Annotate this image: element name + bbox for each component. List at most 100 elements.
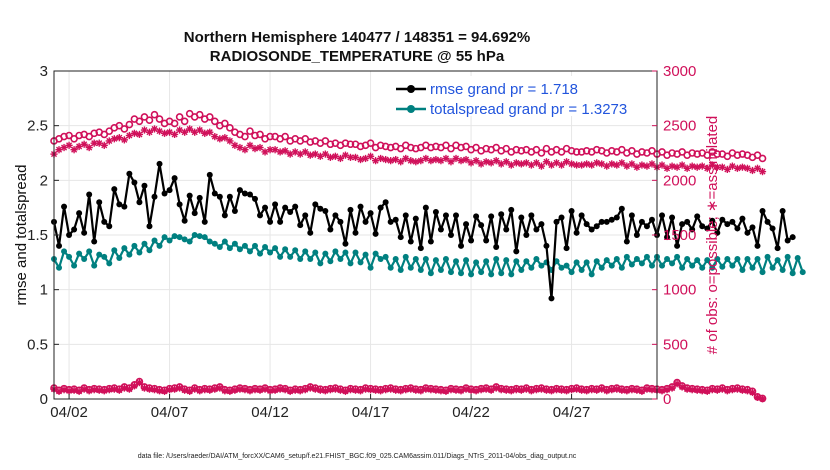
obs-assimilated-point — [186, 125, 194, 133]
totalspread-point — [397, 266, 404, 273]
totalspread-point — [744, 256, 751, 263]
obs-assimilated-point — [583, 387, 591, 395]
rmse-point — [111, 186, 118, 193]
obs-possible-point — [321, 137, 330, 145]
totalspread-point — [272, 245, 279, 252]
rmse-point — [236, 187, 243, 194]
totalspread-point — [779, 266, 786, 273]
rmse-point — [226, 193, 233, 200]
totalspread-point — [608, 262, 615, 269]
obs-possible-point — [120, 125, 129, 133]
obs-assimilated-point — [472, 157, 480, 165]
totalspread-point — [754, 256, 761, 263]
obs-assimilated-point — [110, 135, 118, 143]
obs-assimilated-point — [236, 385, 244, 393]
obs-assimilated-point — [181, 386, 189, 394]
rmse-point — [91, 238, 98, 245]
rmse-point — [307, 229, 314, 236]
obs-assimilated-point — [145, 385, 154, 393]
obs-assimilated-point — [733, 385, 741, 393]
totalspread-point — [206, 238, 213, 245]
totalspread-point — [453, 258, 459, 265]
rmse-point — [267, 218, 274, 225]
rmse-point — [382, 199, 389, 206]
totalspread-point — [789, 270, 796, 277]
totalspread-point — [724, 256, 731, 263]
obs-assimilated-point — [643, 385, 651, 393]
totalspread-point — [402, 253, 409, 260]
totalspread-point — [719, 263, 726, 270]
obs-assimilated-point — [387, 157, 395, 165]
totalspread-point — [382, 253, 389, 260]
rmse-point — [357, 203, 364, 210]
obs-possible-point — [180, 117, 189, 126]
rmse-point — [151, 193, 158, 200]
y-left-tick-label: 1 — [40, 282, 48, 299]
obs-assimilated-point — [70, 146, 78, 154]
rmse-point — [392, 216, 399, 223]
totalspread-point — [236, 246, 243, 253]
obs-assimilated-point — [432, 155, 440, 164]
obs-assimilated-point — [331, 385, 339, 393]
obs-assimilated-point — [537, 385, 546, 393]
rmse-point — [603, 218, 610, 225]
obs-assimilated-point — [321, 387, 329, 395]
obs-assimilated-point — [160, 129, 169, 137]
obs-assimilated-point — [372, 386, 380, 394]
rmse-point — [498, 211, 505, 218]
obs-assimilated-point — [201, 386, 209, 394]
obs-assimilated-point — [286, 387, 294, 395]
totalspread-point — [749, 264, 756, 271]
obs-possible-point — [125, 120, 134, 129]
y-right-tick-label: 2500 — [663, 118, 696, 135]
obs-assimilated-point — [668, 384, 676, 392]
totalspread-point — [628, 261, 635, 268]
rmse-point — [784, 237, 791, 244]
obs-assimilated-point — [110, 385, 118, 393]
obs-assimilated-point — [306, 384, 314, 392]
totalspread-point — [116, 254, 123, 261]
obs-assimilated-point — [688, 162, 696, 170]
obs-assimilated-point — [462, 155, 470, 164]
obs-possible-point — [542, 144, 551, 153]
obs-assimilated-point — [306, 151, 314, 159]
totalspread-point — [136, 249, 143, 256]
totalspread-point — [146, 247, 153, 254]
obs-possible-point — [145, 116, 154, 124]
y-left-tick-label: 2.5 — [27, 118, 48, 135]
y-left-tick-label: 0 — [40, 391, 48, 408]
totalspread-point — [533, 256, 540, 263]
totalspread-point — [432, 257, 439, 264]
obs-assimilated-point — [517, 386, 525, 394]
totalspread-point — [473, 259, 480, 266]
rmse-point — [628, 212, 635, 219]
rmse-point — [553, 218, 560, 225]
obs-assimilated-point — [427, 157, 435, 165]
rmse-point — [201, 218, 208, 225]
rmse-line — [52, 162, 794, 300]
legend-rmse-marker — [407, 85, 415, 93]
rmse-point — [558, 214, 565, 221]
chart-title: Northern Hemisphere 140477 / 148351 = 94… — [184, 29, 530, 46]
obs-possible-point — [185, 109, 194, 118]
obs-assimilated-point — [512, 386, 520, 394]
obs-possible-point — [648, 147, 656, 155]
rmse-point — [613, 214, 620, 221]
y-right-tick-label: 1500 — [663, 227, 696, 244]
rmse-point — [241, 190, 248, 197]
obs-possible-point — [170, 119, 179, 128]
totalspread-point — [86, 248, 93, 255]
rmse-point — [488, 213, 495, 220]
obs-assimilated-point — [196, 126, 204, 134]
totalspread-point — [528, 264, 535, 271]
obs-assimilated-point — [241, 386, 249, 394]
rmse-point — [427, 238, 434, 245]
rmse-point — [638, 218, 645, 225]
obs-possible-point — [135, 117, 144, 126]
obs-assimilated-point — [135, 379, 144, 387]
obs-assimilated-point — [623, 387, 631, 395]
obs-assimilated-point — [171, 385, 179, 393]
rmse-point — [563, 245, 570, 252]
rmse-point — [362, 218, 369, 225]
obs-assimilated-point — [70, 386, 78, 394]
